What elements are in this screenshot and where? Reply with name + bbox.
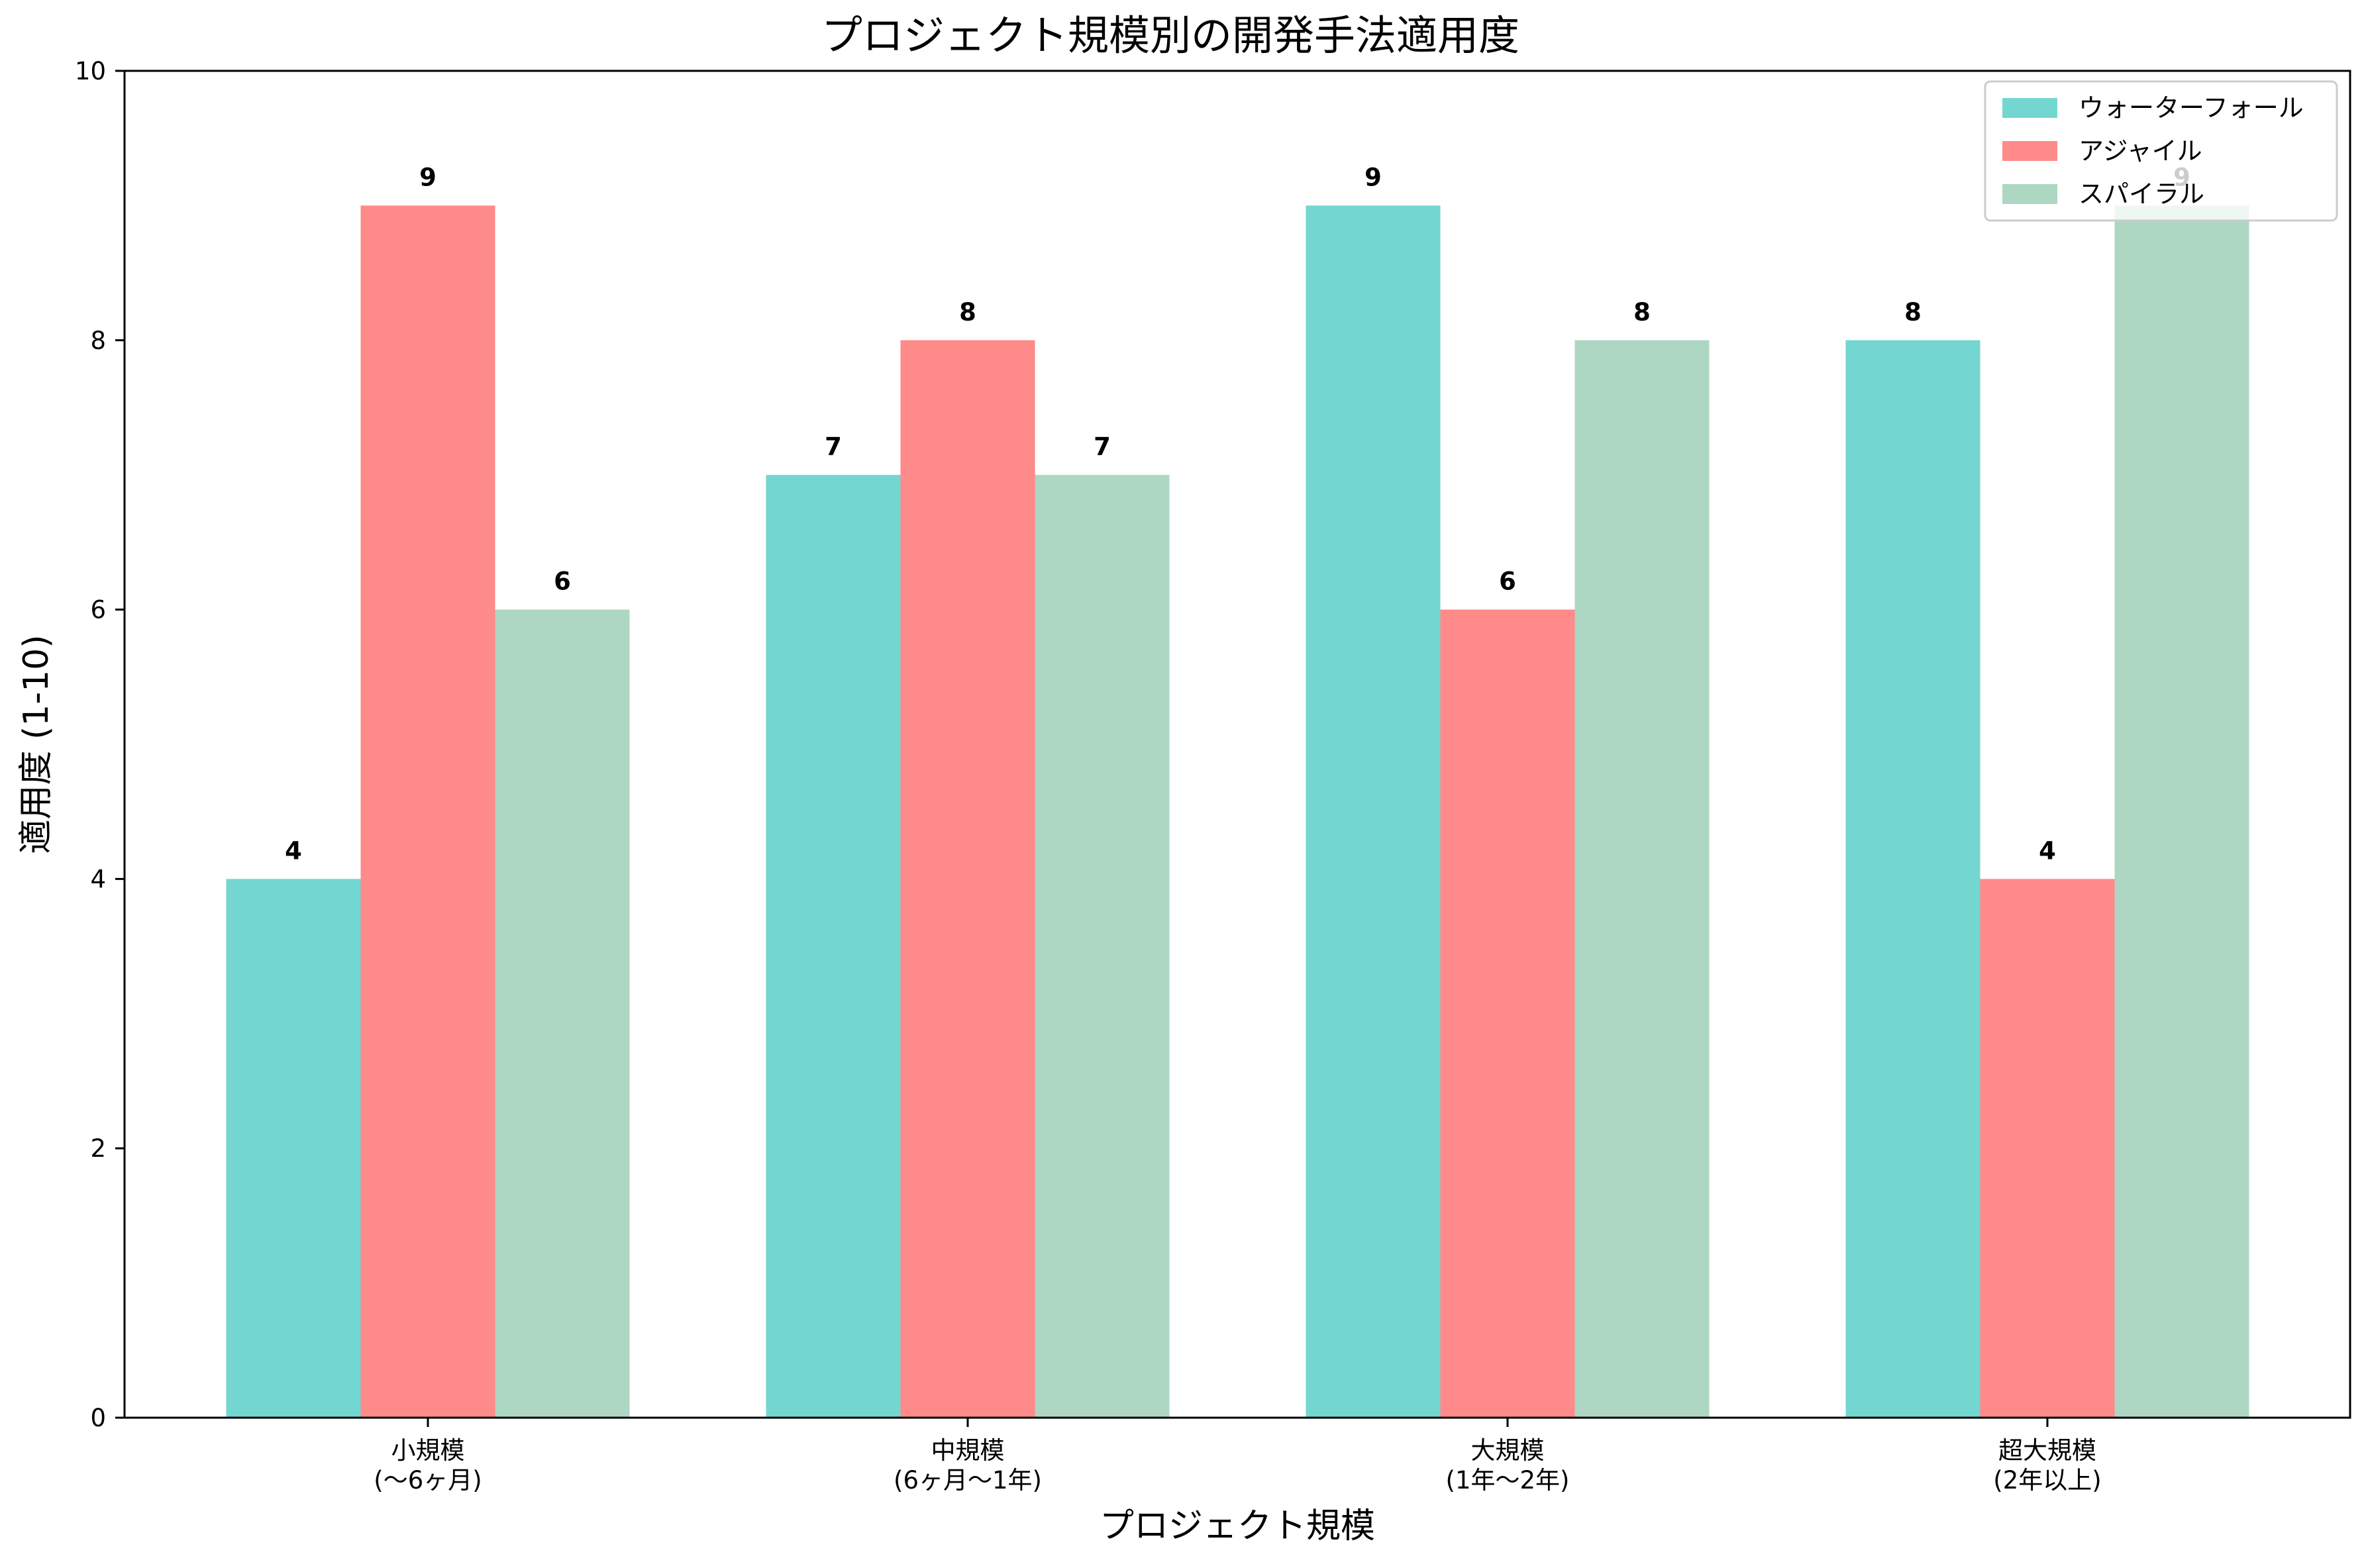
bar-s2-c2 [1574, 340, 1710, 1418]
legend-swatch-2 [2002, 184, 2057, 204]
data-label-s2-c0: 6 [554, 567, 571, 596]
y-axis-label: 適用度 (1-10) [17, 634, 56, 854]
y-axis: 0 2 4 6 8 10 [75, 57, 125, 1432]
y-tick-label-1: 2 [90, 1134, 106, 1163]
bar-s1-c3 [1980, 879, 2115, 1418]
bar-s1-c2 [1440, 609, 1575, 1418]
bar-s2-c0 [495, 609, 630, 1418]
x-axis-label: プロジェクト規模 [1100, 1506, 1375, 1546]
y-tick-label-0: 0 [90, 1404, 106, 1432]
bar-s0-c2 [1306, 205, 1441, 1418]
data-label-s1-c2: 6 [1499, 567, 1516, 596]
x-tick-label-1: 中規模(6ヶ月〜1年) [894, 1436, 1042, 1494]
data-label-s1-c0: 9 [419, 163, 437, 191]
bar-s1-c1 [900, 340, 1035, 1418]
bar-s1-c0 [360, 205, 495, 1418]
legend-label-2: スパイラル [2079, 179, 2204, 209]
legend-swatch-0 [2002, 98, 2057, 118]
x-tick-label-0: 小規模(〜6ヶ月) [374, 1436, 482, 1494]
data-label-s0-c0: 4 [285, 836, 302, 865]
y-tick-label-4: 8 [90, 326, 106, 355]
data-labels: 479898646789 [285, 163, 2190, 865]
plot-frame [123, 70, 2351, 1419]
bar-s2-c3 [2114, 205, 2249, 1418]
legend-frame [1984, 80, 2338, 222]
data-label-s1-c1: 8 [959, 298, 976, 326]
legend-swatch-1 [2002, 141, 2057, 161]
chart-title: プロジェクト規模別の開発手法適用度 [821, 11, 1519, 60]
legend-label-0: ウォーターフォール [2079, 93, 2304, 122]
y-tick-label-3: 6 [90, 596, 106, 624]
data-label-s1-c3: 4 [2039, 836, 2056, 865]
bar-s0-c1 [766, 475, 901, 1418]
x-tick-label-2: 大規模(1年〜2年) [1446, 1436, 1570, 1494]
data-label-s0-c2: 9 [1364, 163, 1382, 191]
legend-label-1: アジャイル [2079, 136, 2202, 166]
y-tick-label-2: 4 [90, 865, 106, 893]
data-label-s0-c3: 8 [1904, 298, 1922, 326]
x-axis: 小規模(〜6ヶ月) 中規模(6ヶ月〜1年) 大規模(1年〜2年) 超大規模(2年以上) [374, 1418, 2102, 1494]
bar-s2-c1 [1035, 475, 1170, 1418]
data-label-s0-c1: 7 [825, 432, 842, 461]
bar-s0-c3 [1845, 340, 1980, 1418]
data-label-s2-c1: 7 [1094, 432, 1111, 461]
bar-s0-c0 [226, 879, 361, 1418]
x-tick-label-3: 超大規模(2年以上) [1993, 1436, 2101, 1494]
data-label-s2-c2: 8 [1633, 298, 1651, 326]
y-tick-label-5: 10 [75, 57, 106, 85]
bars [226, 205, 2249, 1418]
